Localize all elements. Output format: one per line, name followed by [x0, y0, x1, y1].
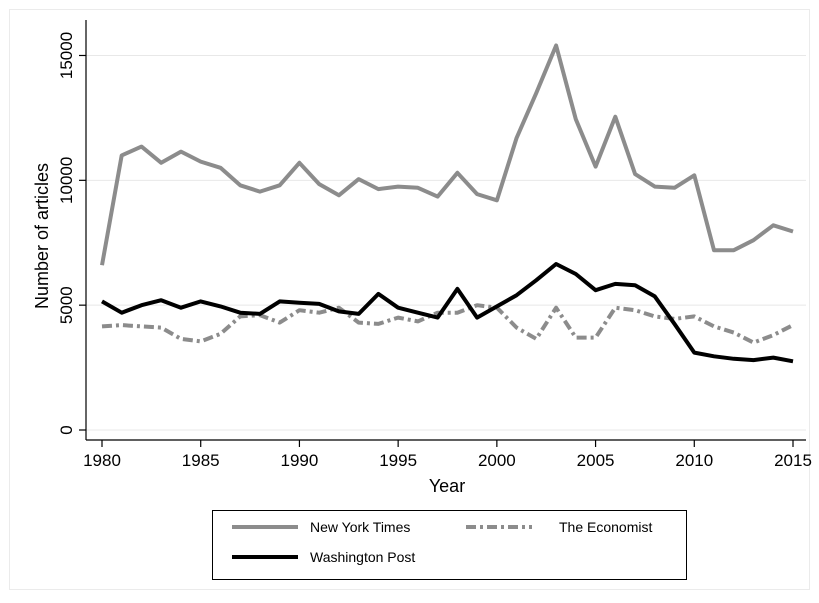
series-line-washington-post [101, 262, 794, 364]
legend-label: The Economist [559, 519, 652, 535]
axes [79, 20, 806, 447]
y-tick-label: 5000 [57, 286, 76, 324]
y-tick-label: 10000 [57, 157, 76, 204]
legend: New York Times The Economist Washington Po… [212, 510, 687, 580]
legend-item: The Economist [466, 519, 652, 535]
x-tick-label: 1995 [379, 451, 417, 470]
figure-frame [9, 9, 810, 590]
x-tick-label: 1980 [83, 451, 121, 470]
x-tick-label: 1990 [281, 451, 319, 470]
x-axis-title: Year [429, 476, 465, 496]
x-tick-label: 2010 [675, 451, 713, 470]
y-axis-title: Number of articles [32, 163, 52, 309]
gridlines [86, 54, 806, 431]
y-tick-label: 0 [57, 425, 76, 434]
legend-item: New York Times [232, 519, 410, 535]
legend-label: New York Times [310, 519, 410, 535]
x-tick-label: 1985 [182, 451, 220, 470]
x-tick-label: 2015 [774, 451, 812, 470]
x-tick-label: 2000 [478, 451, 516, 470]
series-lines [100, 43, 794, 364]
x-tick-label: 2005 [577, 451, 615, 470]
tick-labels: 0 5000 10000 15000 1980 1985 1990 1995 2000 2005 2… [57, 32, 812, 470]
legend-label: Washington Post [310, 549, 415, 565]
legend-item: Washington Post [232, 549, 415, 565]
legend-box [212, 510, 687, 580]
series-line-the-economist [101, 303, 794, 345]
series-line-new-york-times [100, 43, 794, 266]
y-tick-label: 15000 [57, 32, 76, 79]
